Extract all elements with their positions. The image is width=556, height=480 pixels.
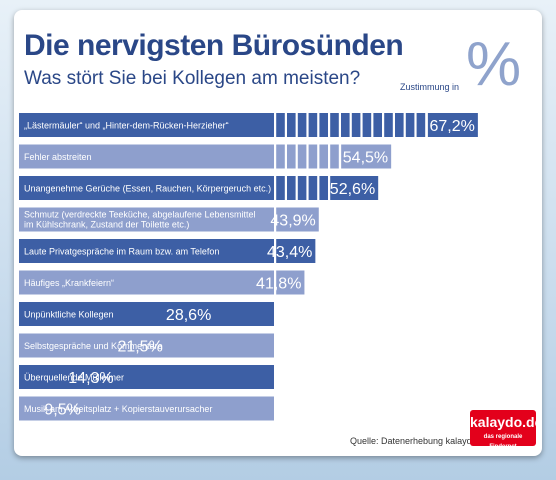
bar-row: Häufiges „Krankfeiern“ 41,8% [19, 270, 305, 295]
zustimmung-label: Zustimmung in [400, 82, 460, 92]
bar [19, 239, 274, 263]
bar-segment [362, 113, 372, 137]
value-label: 41,8% [256, 276, 301, 293]
bar [19, 333, 274, 358]
bar-segment [319, 113, 328, 137]
value-label: 54,5% [343, 150, 388, 167]
value-label: 52,6% [330, 181, 375, 198]
bar-segment [297, 144, 307, 169]
chart-card: Die nervigsten Bürosünden Was stört Sie … [14, 10, 542, 456]
bar-row: Unpünktliche Kollegen 28,6% [19, 302, 274, 326]
value-box [276, 270, 305, 295]
bar-label: Häufiges „Krankfeiern“ [24, 278, 114, 288]
bar-segment [276, 176, 285, 200]
value-label: 28,6% [166, 307, 211, 324]
bar-segment [276, 113, 285, 137]
bar-row: Schmutz (verdreckte Teeküche, abgelaufen… [19, 207, 319, 232]
bar-label: Selbstgespräche und Kommentare [24, 341, 163, 351]
bar [19, 207, 274, 232]
bar [19, 302, 274, 326]
bar-segment [330, 144, 339, 169]
value-box [276, 207, 319, 232]
bar-segment [297, 176, 307, 200]
value-label: 14,3% [68, 370, 113, 387]
bar-segment [276, 144, 285, 169]
bar-row: Fehler abstreiten 54,5% [19, 144, 392, 169]
logo-tagline: das regionale Findernet [483, 434, 523, 446]
logo-name: kalaydo.de [470, 414, 536, 430]
bar-row: Laute Privatgespräche im Raum bzw. am Te… [19, 239, 316, 263]
bar-segment [308, 144, 318, 169]
bar-segment [395, 113, 404, 137]
bar-label: Musik am Arbeitsplatz + Kopierstauverurs… [24, 404, 212, 414]
bar-label: Unpünktliche Kollegen [24, 310, 114, 320]
bar [19, 270, 274, 295]
value-label: 67,2% [430, 118, 475, 135]
bar-row: Unangenehme Gerüche (Essen, Rauchen, Kör… [19, 176, 379, 200]
value-label: 9,5% [44, 402, 80, 419]
chart-subtitle: Was stört Sie bei Kollegen am meisten? [24, 68, 361, 89]
bar [19, 144, 274, 169]
bar-label: „Lästermäuler“ und „Hinter-dem-Rücken-He… [24, 121, 229, 131]
value-box [276, 239, 316, 263]
bar-segment [330, 113, 339, 137]
bar-label: Laute Privatgespräche im Raum bzw. am Te… [24, 247, 219, 257]
bar-segment [319, 176, 328, 200]
bar [19, 176, 274, 200]
value-box [341, 144, 392, 169]
bar-segment [351, 113, 361, 137]
value-box [427, 113, 478, 137]
bar-segment [405, 113, 415, 137]
bar-segment [373, 113, 382, 137]
bar-row: Musik am Arbeitsplatz + Kopierstauverurs… [19, 396, 274, 421]
bar-segment [308, 113, 318, 137]
bar-label: Überquellende Mülleimer [24, 373, 124, 383]
bar-segment [287, 176, 296, 200]
value-box [330, 176, 379, 200]
bar-label: Unangenehme Gerüche (Essen, Rauchen, Kör… [24, 184, 271, 194]
source-note: Quelle: Datenerhebung kalaydo.de [350, 436, 490, 446]
bar-row: „Lästermäuler“ und „Hinter-dem-Rücken-He… [19, 113, 478, 137]
bar-segment [287, 144, 296, 169]
value-label: 21,5% [117, 339, 162, 356]
bar-segment [341, 113, 350, 137]
chart-title: Die nervigsten Bürosünden [24, 29, 404, 62]
bar-label: Schmutz (verdreckte Teeküche, abgelaufen… [24, 210, 255, 230]
value-label: 43,4% [267, 244, 312, 261]
percent-symbol: % [466, 30, 522, 99]
bar [19, 365, 274, 389]
bar-segment [287, 113, 296, 137]
bar-chart: „Lästermäuler“ und „Hinter-dem-Rücken-He… [19, 113, 478, 421]
bar-segment [416, 113, 426, 137]
bar [19, 113, 274, 137]
value-label: 43,9% [270, 213, 315, 230]
bar-segment [308, 176, 318, 200]
bar-segment [384, 113, 393, 137]
kalaydo-logo: kalaydo.de das regionale Findernet [470, 410, 536, 446]
bar [19, 396, 274, 421]
bar-segment [297, 113, 307, 137]
bar-segment [319, 144, 328, 169]
bar-label: Fehler abstreiten [24, 152, 92, 162]
